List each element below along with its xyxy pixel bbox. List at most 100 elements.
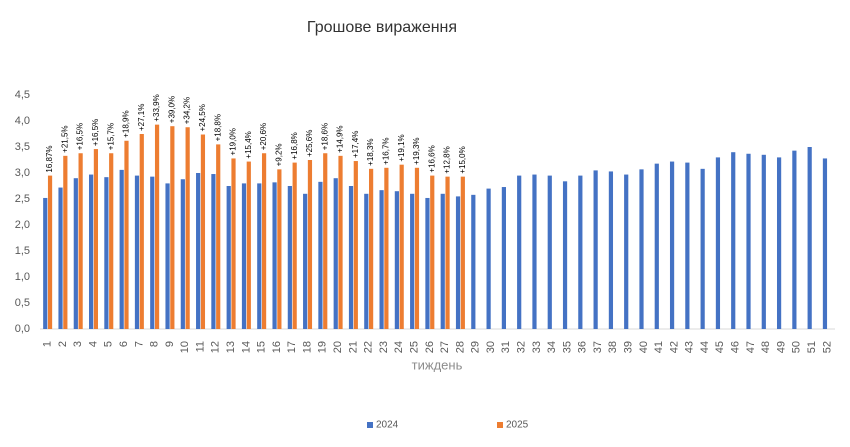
bar (196, 173, 201, 329)
bar (119, 169, 124, 329)
x-tick-label: 13 (225, 341, 237, 353)
data-label: +39,0% (167, 96, 176, 123)
bar (807, 147, 812, 329)
legend-label: 2025 (506, 420, 529, 431)
x-tick-label: 42 (668, 341, 680, 353)
x-tick-label: 36 (577, 341, 589, 353)
x-tick-label: 27 (439, 341, 451, 353)
x-tick-label: 39 (623, 341, 635, 353)
bar (369, 168, 374, 329)
bar (639, 169, 644, 329)
data-label: +15,4% (244, 131, 253, 158)
data-label: +19,3% (412, 137, 421, 164)
data-label: +15,0% (458, 146, 467, 173)
x-tick-label: 21 (347, 341, 359, 353)
bar (348, 186, 354, 329)
bar (501, 187, 506, 329)
bar (241, 183, 247, 329)
bar (517, 175, 522, 329)
bar (384, 167, 389, 329)
x-tick-label: 46 (730, 341, 742, 353)
bar (170, 126, 175, 329)
bar (226, 186, 231, 329)
bar (715, 157, 721, 329)
bar (399, 164, 404, 329)
bar (746, 153, 751, 329)
data-label: +9,2% (274, 143, 283, 166)
x-tick-label: 1 (42, 341, 54, 347)
data-label: +14,9% (336, 125, 345, 152)
y-tick-label: 1,0 (15, 271, 30, 283)
x-tick-label: 25 (408, 341, 420, 353)
x-tick-label: 15 (256, 341, 268, 353)
data-label: +24,5% (198, 104, 207, 131)
bar (246, 161, 251, 329)
data-label: +33,9% (152, 94, 161, 121)
bar (700, 168, 705, 329)
bar (47, 175, 53, 329)
y-tick-label: 4,5 (15, 89, 30, 101)
data-label: 16,87% (45, 145, 54, 172)
bar (338, 155, 343, 329)
bar (414, 167, 420, 329)
bar (333, 178, 338, 329)
bar (593, 170, 598, 329)
bar (731, 152, 736, 329)
bar (165, 183, 170, 329)
y-tick-label: 3,5 (15, 141, 30, 153)
x-tick-label: 44 (699, 341, 711, 353)
legend-label: 2024 (376, 420, 399, 431)
bar (425, 197, 430, 329)
y-tick-label: 3,0 (15, 167, 30, 179)
bar (323, 153, 328, 329)
legend-swatch (497, 422, 503, 428)
x-tick-label: 3 (72, 341, 84, 347)
bar (776, 157, 782, 329)
x-tick-label: 19 (317, 341, 329, 353)
data-label: +12,8% (443, 146, 452, 173)
chart-title: Грошове вираження (307, 19, 457, 36)
data-label: +19,1% (397, 134, 406, 161)
x-tick-label: 6 (118, 341, 130, 347)
bar (303, 193, 308, 329)
x-tick-label: 32 (515, 341, 527, 353)
x-tick-label: 51 (806, 341, 818, 353)
bar (292, 162, 297, 329)
data-label: +18,6% (320, 123, 329, 150)
x-tick-label: 17 (286, 341, 298, 353)
bar (460, 176, 465, 329)
data-label: +34,2% (183, 97, 192, 124)
bar (272, 182, 277, 329)
x-tick-label: 43 (684, 341, 696, 353)
x-axis-label: тиждень (412, 357, 463, 372)
data-label: +17,4% (351, 131, 360, 158)
bar (150, 176, 155, 329)
x-tick-label: 2 (57, 341, 69, 347)
y-tick-label: 0,0 (15, 323, 30, 335)
bar (455, 196, 461, 329)
x-tick-label: 34 (546, 341, 558, 353)
data-label: +16,5% (76, 123, 85, 150)
x-tick-label: 30 (485, 341, 497, 353)
x-tick-label: 28 (454, 341, 466, 353)
bar (43, 197, 48, 329)
bar (231, 158, 236, 329)
y-tick-label: 1,5 (15, 245, 30, 257)
x-tick-label: 41 (653, 341, 665, 353)
bar (124, 140, 129, 329)
x-tick-label: 29 (470, 341, 482, 353)
bar (78, 153, 83, 329)
x-tick-label: 40 (638, 341, 650, 353)
legend-swatch (367, 422, 373, 428)
x-tick-label: 35 (561, 341, 573, 353)
bar (307, 160, 313, 329)
x-tick-label: 45 (714, 341, 726, 353)
x-tick-label: 9 (164, 341, 176, 347)
bar (261, 153, 267, 329)
data-label: +16,6% (427, 145, 436, 172)
bar (624, 174, 629, 329)
data-label: +15,7% (106, 123, 115, 150)
bar (430, 175, 435, 329)
bar (410, 193, 415, 329)
